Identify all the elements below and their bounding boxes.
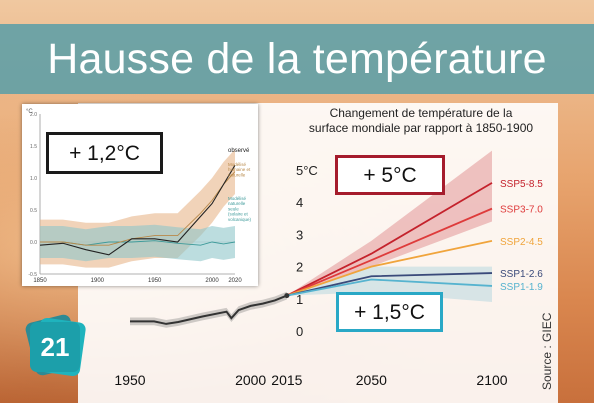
- line-historical: [130, 294, 288, 325]
- inset-line-observ: [39, 164, 236, 256]
- inset-legend-mod-lis-naturelle-seule-solaire-et-volcanique: Modélisé naturelle seule (solaire et volcani…: [228, 196, 252, 222]
- inset-legend-line: humaine et: [228, 167, 251, 172]
- inset-legend-line: naturelle: [228, 201, 246, 206]
- line-ssp5-8-5: [286, 182, 493, 297]
- chart-title-line-2: surface mondiale par rapport à 1850-1900: [308, 121, 534, 135]
- source-label: Source : GIEC: [540, 312, 554, 390]
- line-ssp3-7-0: [286, 207, 493, 297]
- inset-legend-line: seule: [228, 206, 239, 211]
- y-tick-3: 3: [296, 227, 303, 242]
- badge-low-warming: + 1,5°C: [336, 292, 443, 332]
- inset-y-tick-1-5: 1.5: [30, 144, 37, 150]
- inset-legend-line: observé: [228, 148, 250, 154]
- inset-x-tick-1900: 1900: [91, 278, 105, 284]
- inset-legend-line: Modélisé: [228, 196, 247, 201]
- series-label-ssp3-7-0: SSP3-7.0: [500, 205, 543, 216]
- inset-x-tick-2020: 2020: [228, 278, 242, 284]
- x-tick-1950: 1950: [114, 372, 145, 388]
- inset-legend-line: naturelle: [228, 172, 246, 177]
- series-label-ssp1-2-6: SSP1-2.6: [500, 269, 543, 280]
- line-ssp2-4-5: [286, 239, 493, 297]
- chart-title: Changement de température de la surface …: [286, 106, 556, 136]
- inset-y-unit: °C: [26, 109, 33, 115]
- x-tick-2100: 2100: [476, 372, 507, 388]
- inset-legend-line: Modélisé: [228, 162, 247, 167]
- line-ssp1-2-6: [286, 272, 493, 297]
- y-tick-1: 1: [296, 292, 303, 307]
- inset-x-tick-1850: 1850: [33, 278, 47, 284]
- band-ssp5-8-5: [286, 150, 492, 296]
- x-tick-2015: 2015: [271, 372, 302, 388]
- y-tick-4: 4: [296, 195, 303, 210]
- inset-band-mod-lis-naturelle-seule-solaire-et-volcanique: [40, 224, 235, 262]
- card-number: 21: [30, 322, 80, 372]
- inset-legend-line: volcanique): [228, 217, 252, 222]
- x-tick-2000: 2000: [235, 372, 266, 388]
- y-tick-5-c: 5°C: [296, 163, 318, 178]
- series-label-ssp5-8-5: SSP5-8.5: [500, 179, 543, 190]
- inset-line-mod-lis-humaine-et-naturelle: [40, 171, 236, 246]
- inset-y-tick-0-0: 0.0: [30, 240, 37, 246]
- title-band: [0, 24, 594, 94]
- chart-title-line-1: Changement de température de la: [329, 106, 513, 120]
- inset-y-tick-0-5: -0.5: [28, 272, 37, 278]
- x-tick-2050: 2050: [356, 372, 387, 388]
- inset-legend-observ: observé: [228, 148, 250, 154]
- inset-y-tick-1-0: 1.0: [30, 176, 37, 182]
- slide-title: Hausse de la température: [47, 35, 547, 83]
- y-tick-2: 2: [296, 260, 303, 275]
- inset-x-tick-1950: 1950: [148, 278, 162, 284]
- dot-2015: [284, 293, 290, 299]
- y-tick-0: 0: [296, 324, 303, 339]
- badge-inset-warming: + 1,2°C: [46, 132, 163, 174]
- inset-legend-line: (solaire et: [228, 212, 249, 217]
- inset-y-tick-2-0: 2.0: [30, 112, 37, 118]
- inset-legend-mod-lis-humaine-et-naturelle: Modélisé humaine et naturelle: [228, 162, 251, 177]
- badge-high-warming: + 5°C: [335, 155, 445, 195]
- inset-y-tick-0-5: 0.5: [30, 208, 37, 214]
- inset-x-tick-2000: 2000: [205, 278, 219, 284]
- series-label-ssp2-4-5: SSP2-4.5: [500, 237, 543, 248]
- historical-inset-chart: °C -0.5 0.0 0.5 1.0 1.5 2.0 1850 1900 1950 2000 202…: [26, 109, 252, 284]
- series-label-ssp1-1-9: SSP1-1.9: [500, 282, 543, 293]
- band-historical: [130, 291, 287, 328]
- line-ssp1-1-9: [286, 278, 493, 297]
